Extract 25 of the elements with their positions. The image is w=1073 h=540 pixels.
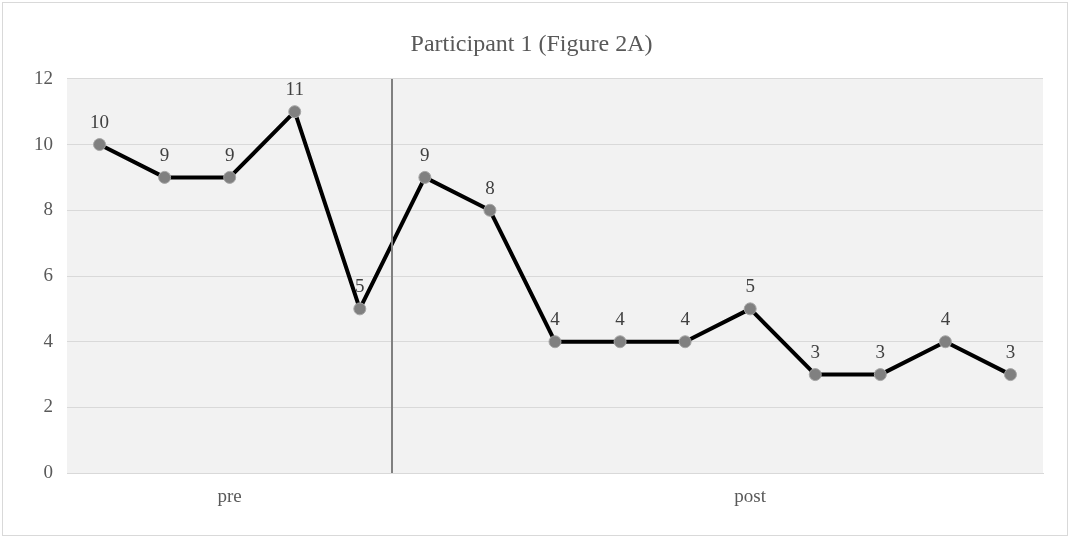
- data-label: 8: [485, 176, 495, 198]
- y-tick-label: 4: [43, 329, 54, 351]
- data-label: 9: [224, 143, 235, 165]
- data-label: 5: [745, 275, 755, 297]
- y-tick-label: 2: [43, 395, 53, 417]
- data-label: 4: [550, 308, 561, 330]
- data-label: 11: [285, 78, 304, 100]
- data-label: 5: [355, 275, 365, 297]
- data-label: 4: [940, 308, 951, 330]
- chart-title: Participant 1 (Figure 2A): [410, 29, 653, 56]
- data-label: 9: [159, 143, 170, 165]
- y-tick-label: 10: [34, 132, 53, 154]
- y-tick-label: 8: [43, 198, 53, 220]
- y-tick-label: 0: [43, 461, 53, 483]
- data-label: 4: [615, 308, 626, 330]
- data-label: 3: [875, 341, 886, 363]
- x-tick-label: post: [734, 484, 767, 506]
- y-tick-label: 12: [34, 66, 53, 88]
- x-tick-label: pre: [217, 484, 242, 506]
- data-label: 3: [810, 341, 821, 363]
- data-label: 9: [420, 143, 430, 165]
- y-tick-label: 6: [43, 263, 53, 285]
- data-label: 3: [1005, 341, 1016, 363]
- data-label: 10: [90, 111, 110, 133]
- data-label: 4: [680, 308, 691, 330]
